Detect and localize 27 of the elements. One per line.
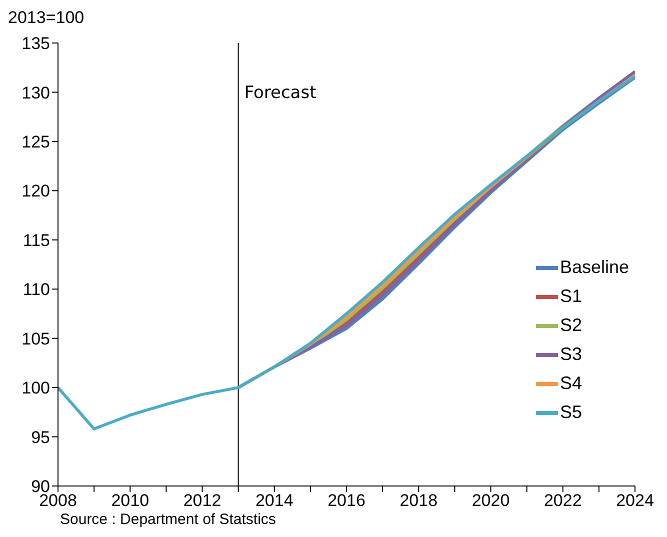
y-tick-label: 105 — [22, 329, 50, 348]
legend-label: S1 — [560, 286, 582, 307]
x-tick-label: 2018 — [400, 491, 438, 510]
y-tick-label: 115 — [22, 230, 50, 250]
x-tick-label: 2016 — [328, 491, 366, 510]
y-tick-label: 135 — [22, 34, 50, 54]
legend-label: S4 — [560, 373, 582, 394]
legend-label: S5 — [560, 402, 582, 423]
y-tick-label: 100 — [22, 378, 50, 398]
x-tick-label: 2020 — [472, 491, 510, 510]
x-tick-label: 2024 — [616, 491, 654, 510]
y-tick-label: 110 — [22, 280, 50, 300]
y-tick-label: 125 — [22, 132, 50, 152]
y-axis-title: 2013=100 — [8, 8, 84, 28]
ref-line-label: Forecast — [244, 83, 317, 103]
legend-label: Baseline — [560, 257, 629, 278]
x-tick-label: 2008 — [39, 491, 77, 510]
x-tick-label: 2012 — [183, 491, 222, 510]
y-tick-label: 95 — [31, 428, 50, 447]
legend-label: S2 — [560, 315, 582, 336]
legend-label: S3 — [560, 344, 582, 365]
source-note: Source : Department of Statstics — [60, 511, 276, 528]
x-tick-label: 2010 — [111, 491, 150, 510]
y-tick-label: 130 — [22, 83, 50, 102]
x-tick-label: 2022 — [544, 491, 582, 510]
y-tick-label: 120 — [22, 182, 50, 201]
x-tick-label: 2014 — [255, 491, 294, 510]
